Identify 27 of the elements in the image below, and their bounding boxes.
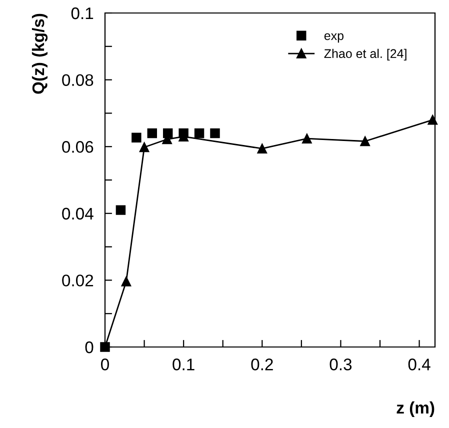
y-tick-label: 0.02 bbox=[62, 274, 94, 286]
x-tick-label: 0.2 bbox=[251, 358, 273, 370]
y-tick-label: 0.04 bbox=[62, 208, 94, 220]
point bbox=[178, 128, 188, 138]
x-axis-title: z (m) bbox=[396, 401, 434, 417]
point bbox=[121, 276, 132, 286]
legend-label: Zhao et al. [24] bbox=[324, 48, 406, 60]
point bbox=[162, 128, 173, 138]
point bbox=[147, 128, 158, 138]
x-tick-label: 0.3 bbox=[330, 358, 352, 370]
point bbox=[360, 136, 370, 146]
y-tick-label: 0.06 bbox=[62, 141, 94, 153]
point bbox=[132, 132, 142, 142]
legend-label: exp bbox=[324, 33, 344, 43]
point bbox=[194, 128, 204, 138]
point bbox=[302, 134, 312, 144]
x-tick-label: 0.4 bbox=[408, 358, 430, 370]
point bbox=[210, 128, 220, 138]
y-tick-label: 0 bbox=[85, 341, 94, 354]
point bbox=[257, 144, 268, 154]
point bbox=[139, 142, 150, 152]
y-axis-title: Q(z) (kg/s) bbox=[32, 14, 48, 94]
point bbox=[116, 205, 126, 215]
x-tick-label: 0 bbox=[101, 358, 109, 370]
y-tick-label: 0.08 bbox=[62, 74, 94, 86]
y-tick-label: 0.1 bbox=[71, 7, 94, 20]
x-tick-label: 0.1 bbox=[172, 358, 194, 370]
